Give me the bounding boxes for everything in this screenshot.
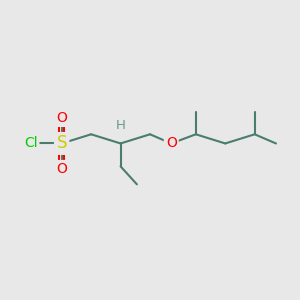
Text: O: O [56, 162, 67, 176]
Text: O: O [56, 111, 67, 125]
Text: Cl: Cl [24, 136, 38, 151]
Text: S: S [56, 134, 67, 152]
Text: O: O [166, 136, 177, 151]
Text: H: H [116, 119, 125, 132]
